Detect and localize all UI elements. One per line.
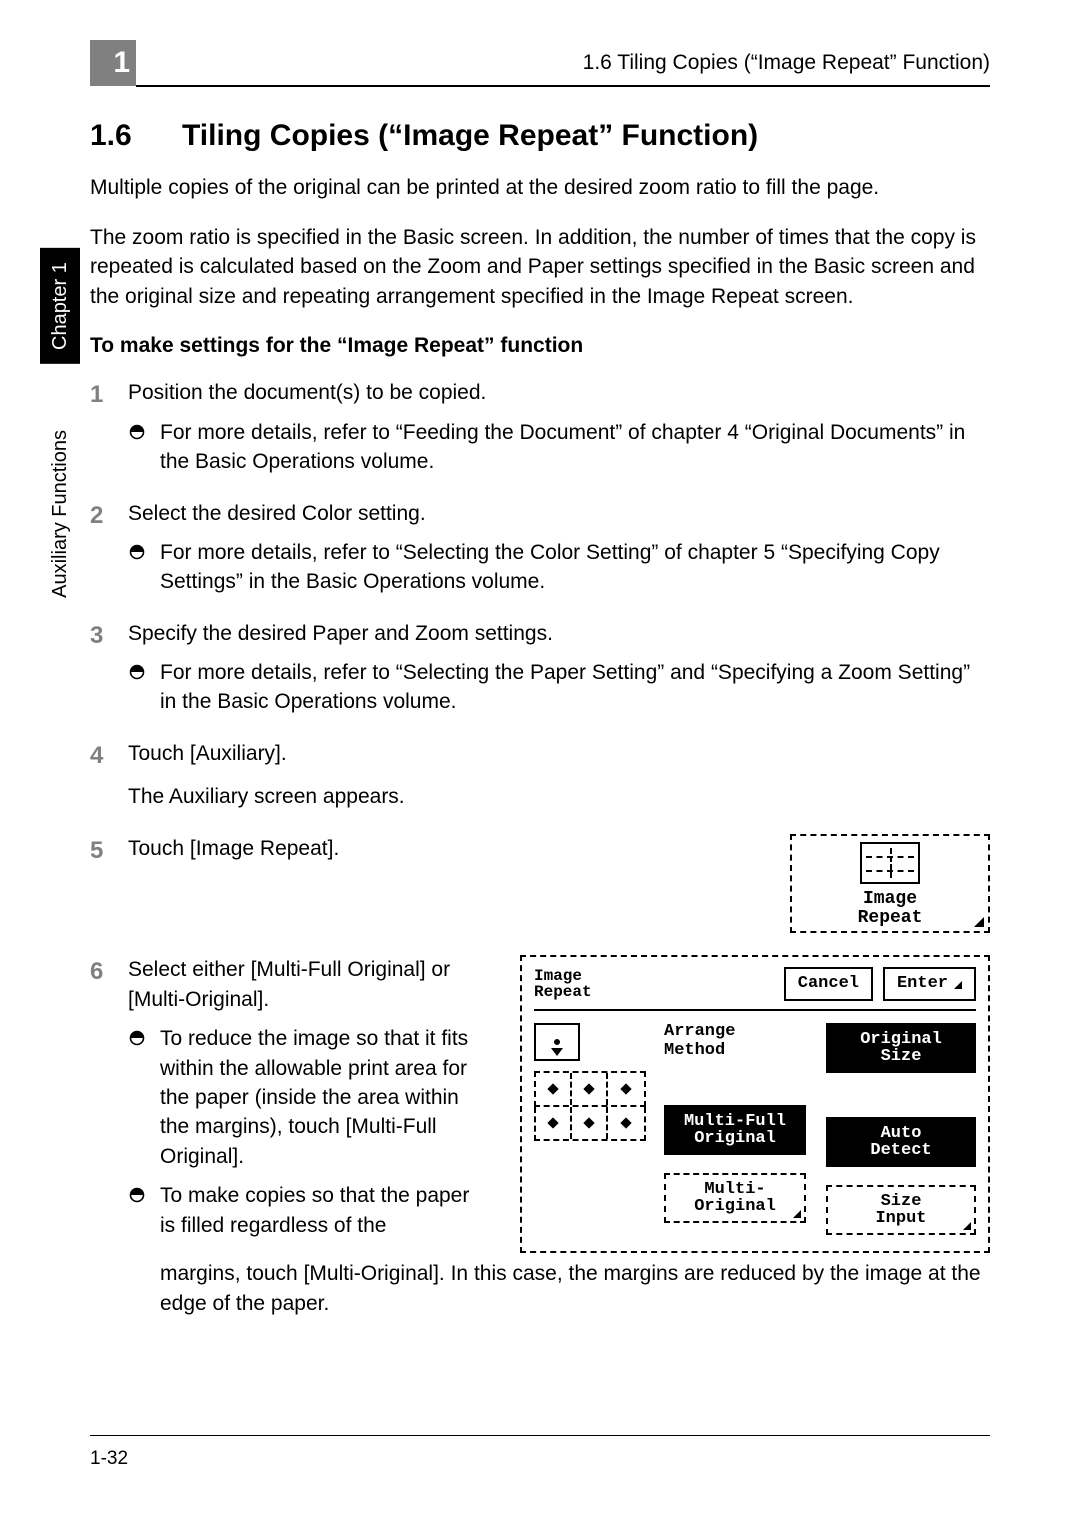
step-number: 1 [90, 378, 128, 476]
si-l2: Input [875, 1209, 926, 1228]
multi-full-original-button[interactable]: Multi-Full Original [664, 1105, 806, 1155]
enter-button[interactable]: Enter [883, 967, 976, 1001]
step-text: Select either [Multi-Full Original] or [… [128, 955, 490, 1014]
page-number: 1-32 [90, 1448, 128, 1469]
os-l2: Size [881, 1047, 922, 1066]
image-repeat-button-figure: ImageRepeat [790, 834, 990, 934]
procedure-subheading: To make settings for the “Image Repeat” … [90, 331, 990, 360]
step-3: 3 Specify the desired Paper and Zoom set… [90, 619, 990, 717]
corner-triangle-icon [974, 917, 984, 927]
arrange-l1: Arrange [664, 1022, 735, 1041]
side-section-label: Auxiliary Functions [46, 430, 74, 598]
ad-l2: Detect [870, 1141, 931, 1160]
step-number: 5 [90, 834, 128, 868]
sub-bullet-icon [128, 538, 160, 597]
step-subtext-part-a: To make copies so that the paper is fill… [160, 1181, 490, 1240]
corner-triangle-icon [793, 1210, 801, 1218]
step-number: 4 [90, 739, 128, 812]
step-4: 4 Touch [Auxiliary]. The Auxiliary scree… [90, 739, 990, 812]
step-6: 6 Select either [Multi-Full Original] or… [90, 955, 990, 1318]
image-repeat-touch-button[interactable]: ImageRepeat [790, 834, 990, 934]
panel-title: Image Repeat [534, 968, 592, 1000]
cancel-button[interactable]: Cancel [784, 967, 873, 1001]
step-number: 6 [90, 955, 128, 1318]
step-text: Select the desired Color setting. [128, 499, 990, 528]
side-chapter-label: Chapter 1 [40, 248, 80, 364]
original-size-button[interactable]: Original Size [826, 1023, 976, 1073]
arrange-method-label: Arrange Method [664, 1023, 806, 1060]
mf-l2: Original [694, 1129, 776, 1148]
step-subtext-part-b: margins, touch [Multi-Original]. In this… [128, 1259, 990, 1318]
step-number: 3 [90, 619, 128, 717]
sub-bullet-icon [128, 1024, 160, 1171]
size-input-button[interactable]: Size Input [826, 1185, 976, 1235]
enter-label: Enter [897, 974, 948, 993]
corner-triangle-icon [954, 981, 962, 989]
section-number: 1.6 [90, 115, 182, 157]
step-subtext: For more details, refer to “Selecting th… [160, 658, 990, 717]
sub-bullet-icon [128, 418, 160, 477]
preview-single-icon [534, 1023, 580, 1061]
step-text: Touch [Auxiliary]. [128, 739, 990, 768]
running-title: 1.6 Tiling Copies (“Image Repeat” Functi… [136, 40, 990, 87]
sub-bullet-icon [128, 658, 160, 717]
step-5: 5 Touch [Image Repeat]. ImageRepeat [90, 834, 990, 934]
image-repeat-panel: Image Repeat Cancel Enter [520, 955, 990, 1253]
step-text: Specify the desired Paper and Zoom setti… [128, 619, 990, 648]
page-footer: 1-32 [90, 1435, 990, 1473]
mo-l2: Original [694, 1197, 776, 1216]
step-1: 1 Position the document(s) to be copied.… [90, 378, 990, 476]
step-subtext: For more details, refer to “Selecting th… [160, 538, 990, 597]
step-subtext: For more details, refer to “Feeding the … [160, 418, 990, 477]
multi-original-button[interactable]: Multi- Original [664, 1173, 806, 1223]
auto-detect-button[interactable]: Auto Detect [826, 1117, 976, 1167]
section-heading: 1.6Tiling Copies (“Image Repeat” Functio… [90, 115, 990, 157]
panel-preview-column [534, 1023, 644, 1235]
running-header: 1 1.6 Tiling Copies (“Image Repeat” Func… [90, 40, 990, 87]
step-after-text: The Auxiliary screen appears. [128, 782, 990, 811]
image-repeat-icon [860, 842, 920, 884]
preview-grid-row [534, 1107, 646, 1141]
chapter-number-box: 1 [90, 40, 136, 86]
arrange-l2: Method [664, 1041, 725, 1060]
preview-grid-row [534, 1071, 646, 1107]
corner-triangle-icon [963, 1222, 971, 1230]
intro-paragraph-1: Multiple copies of the original can be p… [90, 173, 990, 202]
ir-label-line2: Repeat [858, 908, 923, 928]
panel-title-l2: Repeat [534, 983, 592, 1001]
intro-paragraph-2: The zoom ratio is specified in the Basic… [90, 223, 990, 311]
section-title: Tiling Copies (“Image Repeat” Function) [182, 119, 758, 152]
sub-bullet-icon [128, 1181, 160, 1240]
step-text: Touch [Image Repeat]. [128, 834, 790, 863]
step-number: 2 [90, 499, 128, 597]
step-text: Position the document(s) to be copied. [128, 378, 990, 407]
step-subtext: To reduce the image so that it fits with… [160, 1024, 490, 1171]
ir-label-line1: Image [863, 889, 917, 909]
step-2: 2 Select the desired Color setting. For … [90, 499, 990, 597]
